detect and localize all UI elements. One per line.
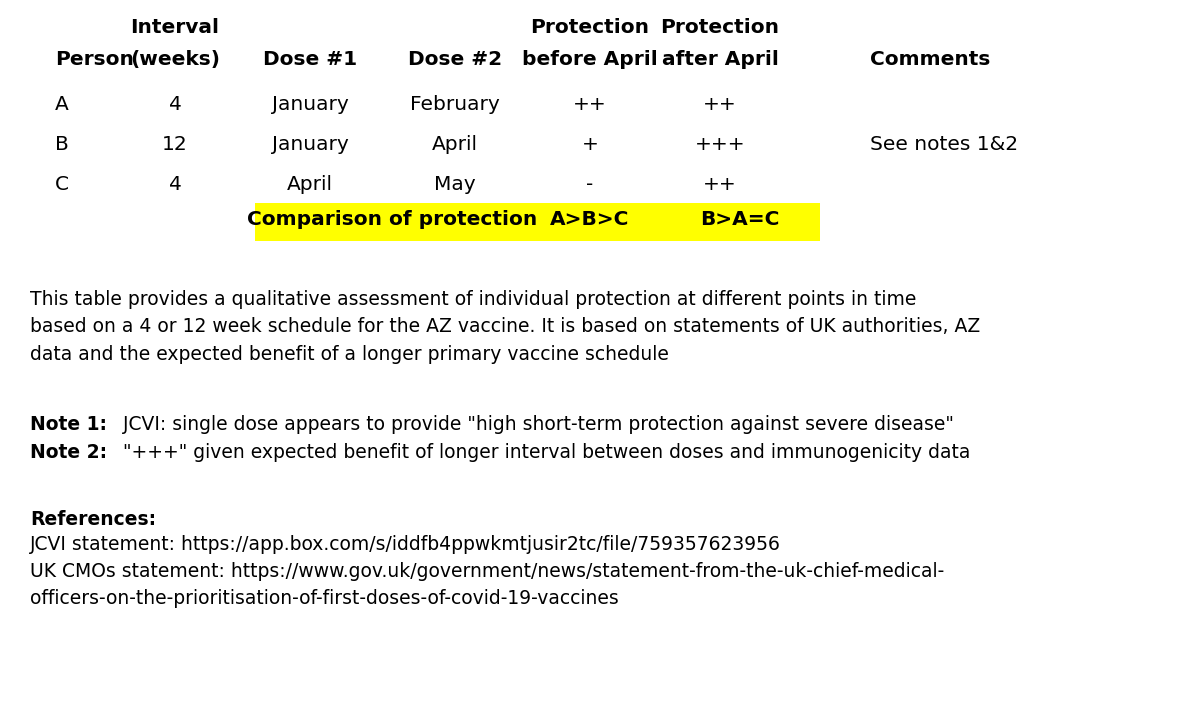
Text: 4: 4 — [168, 95, 181, 114]
Text: This table provides a qualitative assessment of individual protection at differe: This table provides a qualitative assess… — [30, 290, 980, 363]
Text: ++: ++ — [703, 95, 737, 114]
Text: before April: before April — [522, 50, 658, 69]
Text: UK CMOs statement: https://www.gov.uk/government/news/statement-from-the-uk-chie: UK CMOs statement: https://www.gov.uk/go… — [30, 562, 944, 608]
Text: February: February — [410, 95, 500, 114]
Text: April: April — [432, 135, 478, 154]
Text: Comments: Comments — [870, 50, 990, 69]
Text: Note 1:: Note 1: — [30, 415, 107, 434]
Text: after April: after April — [661, 50, 779, 69]
Text: See notes 1&2: See notes 1&2 — [870, 135, 1018, 154]
Text: Dose #1: Dose #1 — [263, 50, 358, 69]
Text: -: - — [587, 175, 594, 194]
Text: (weeks): (weeks) — [130, 50, 220, 69]
Bar — [256, 203, 820, 241]
Text: April: April — [287, 175, 334, 194]
Text: A>B>C: A>B>C — [551, 210, 630, 229]
Text: "+++" given expected benefit of longer interval between doses and immunogenicity: "+++" given expected benefit of longer i… — [118, 443, 971, 462]
Text: JCVI statement: https://app.box.com/s/iddfb4ppwkmtjusir2tc/file/759357623956: JCVI statement: https://app.box.com/s/id… — [30, 535, 781, 554]
Text: Note 2:: Note 2: — [30, 443, 107, 462]
Text: May: May — [434, 175, 476, 194]
Text: Protection: Protection — [660, 18, 780, 37]
Text: Dose #2: Dose #2 — [408, 50, 502, 69]
Text: A: A — [55, 95, 68, 114]
Text: JCVI: single dose appears to provide "high short-term protection against severe : JCVI: single dose appears to provide "hi… — [118, 415, 954, 434]
Text: +: + — [582, 135, 599, 154]
Text: B>A=C: B>A=C — [701, 210, 780, 229]
Text: January: January — [271, 135, 348, 154]
Text: +++: +++ — [695, 135, 745, 154]
Text: Protection: Protection — [530, 18, 649, 37]
Text: Comparison of protection: Comparison of protection — [247, 210, 538, 229]
Text: B: B — [55, 135, 68, 154]
Text: ++: ++ — [574, 95, 607, 114]
Text: C: C — [55, 175, 70, 194]
Text: Interval: Interval — [131, 18, 220, 37]
Text: 12: 12 — [162, 135, 188, 154]
Text: January: January — [271, 95, 348, 114]
Text: Person: Person — [55, 50, 134, 69]
Text: References:: References: — [30, 510, 156, 529]
Text: ++: ++ — [703, 175, 737, 194]
Text: 4: 4 — [168, 175, 181, 194]
